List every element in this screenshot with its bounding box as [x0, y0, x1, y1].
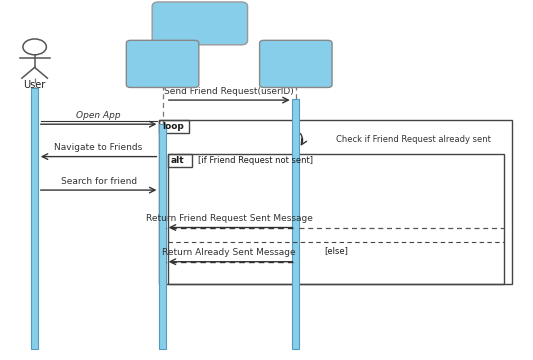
Circle shape — [23, 39, 46, 55]
Bar — [159, 120, 512, 284]
Text: Social
Networking
App: Social Networking App — [131, 47, 195, 81]
Text: Return Already Sent Message: Return Already Sent Message — [163, 248, 296, 257]
Bar — [159, 124, 166, 349]
Bar — [293, 99, 300, 349]
Text: Navigate to Friends: Navigate to Friends — [54, 143, 143, 152]
Bar — [31, 88, 38, 349]
Text: [else]: [else] — [324, 246, 348, 255]
Text: Friend
Service: Friend Service — [276, 53, 316, 75]
Bar — [159, 120, 189, 133]
Text: Send Friend Request(userID): Send Friend Request(userID) — [164, 87, 294, 96]
Text: loop: loop — [162, 122, 184, 131]
Bar — [168, 154, 504, 284]
FancyBboxPatch shape — [152, 2, 247, 45]
Text: [if Friend Request not sent]: [if Friend Request not sent] — [198, 156, 313, 165]
Text: Check if Friend Request already sent: Check if Friend Request already sent — [336, 135, 491, 144]
Text: User: User — [23, 80, 46, 90]
Text: Open App: Open App — [76, 111, 121, 120]
Text: Send Friend
Request: Send Friend Request — [169, 13, 231, 34]
Text: alt: alt — [171, 156, 185, 165]
Text: Search for friend: Search for friend — [61, 177, 136, 186]
Text: Return Friend Request Sent Message: Return Friend Request Sent Message — [146, 214, 313, 223]
FancyBboxPatch shape — [126, 40, 199, 87]
FancyBboxPatch shape — [260, 40, 332, 87]
Bar — [168, 154, 192, 167]
